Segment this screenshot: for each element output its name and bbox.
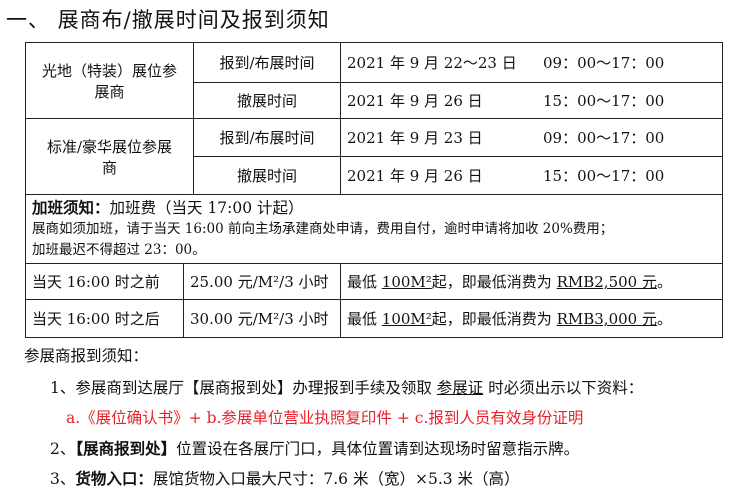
section-title: 一、 展商布/撤展时间及报到须知 [6, 8, 330, 32]
group-cell: 标准/豪华展位参展商 [25, 118, 194, 195]
item-cell: 报到/布展时间 [193, 42, 341, 83]
minimum-cell: 最低 100M²起，即最低消费为 RMB2,500 元。 [340, 263, 723, 300]
notice-heading: 参展商报到须知： [24, 347, 149, 365]
item-cell: 撤展时间 [193, 156, 341, 195]
required-documents: a.《展位确认书》+ b.参展单位营业执照复印件 + c.报到人员有效身份证明 [66, 409, 584, 427]
notice-item-3: 3、货物入口：展馆货物入口最大尺寸：7.6 米（宽）×5.3 米（高） [50, 469, 520, 488]
notice-item-2: 2、【展商报到处】位置设在各展厅门口，具体位置请到达现场时留意指示牌。 [50, 439, 580, 458]
datetime-cell: 2021 年 9 月 22～23 日 09：00～17：00 [340, 42, 723, 83]
notice-item-1: 1、参展商到达展厅【展商报到处】办理报到手续及领取 参展证 时必须出示以下资料： [50, 379, 644, 397]
overtime-notice: 加班须知：加班费（当天 17:00 计起） 展商如须加班，请于当天 16:00 … [25, 194, 723, 264]
group-cell: 光地（特装）展位参展商 [25, 42, 194, 119]
schedule-table: 光地（特装）展位参展商 报到/布展时间 2021 年 9 月 22～23 日 09：0… [25, 42, 723, 195]
overtime-table: 加班须知：加班费（当天 17:00 计起） 展商如须加班，请于当天 16:00 … [25, 194, 723, 338]
minimum-cell: 最低 100M²起，即最低消费为 RMB3,000 元。 [340, 299, 723, 338]
rate-cell: 25.00 元/M²/3 小时 [183, 263, 341, 300]
datetime-cell: 2021 年 9 月 26 日 15：00～17：00 [340, 156, 723, 195]
datetime-cell: 2021 年 9 月 26 日 15：00～17：00 [340, 82, 723, 119]
item-cell: 撤展时间 [193, 82, 341, 119]
item-cell: 报到/布展时间 [193, 118, 341, 157]
datetime-cell: 2021 年 9 月 23 日 09：00～17：00 [340, 118, 723, 157]
period-cell: 当天 16:00 时之前 [25, 263, 184, 300]
rate-cell: 30.00 元/M²/3 小时 [183, 299, 341, 338]
period-cell: 当天 16:00 时之后 [25, 299, 184, 338]
